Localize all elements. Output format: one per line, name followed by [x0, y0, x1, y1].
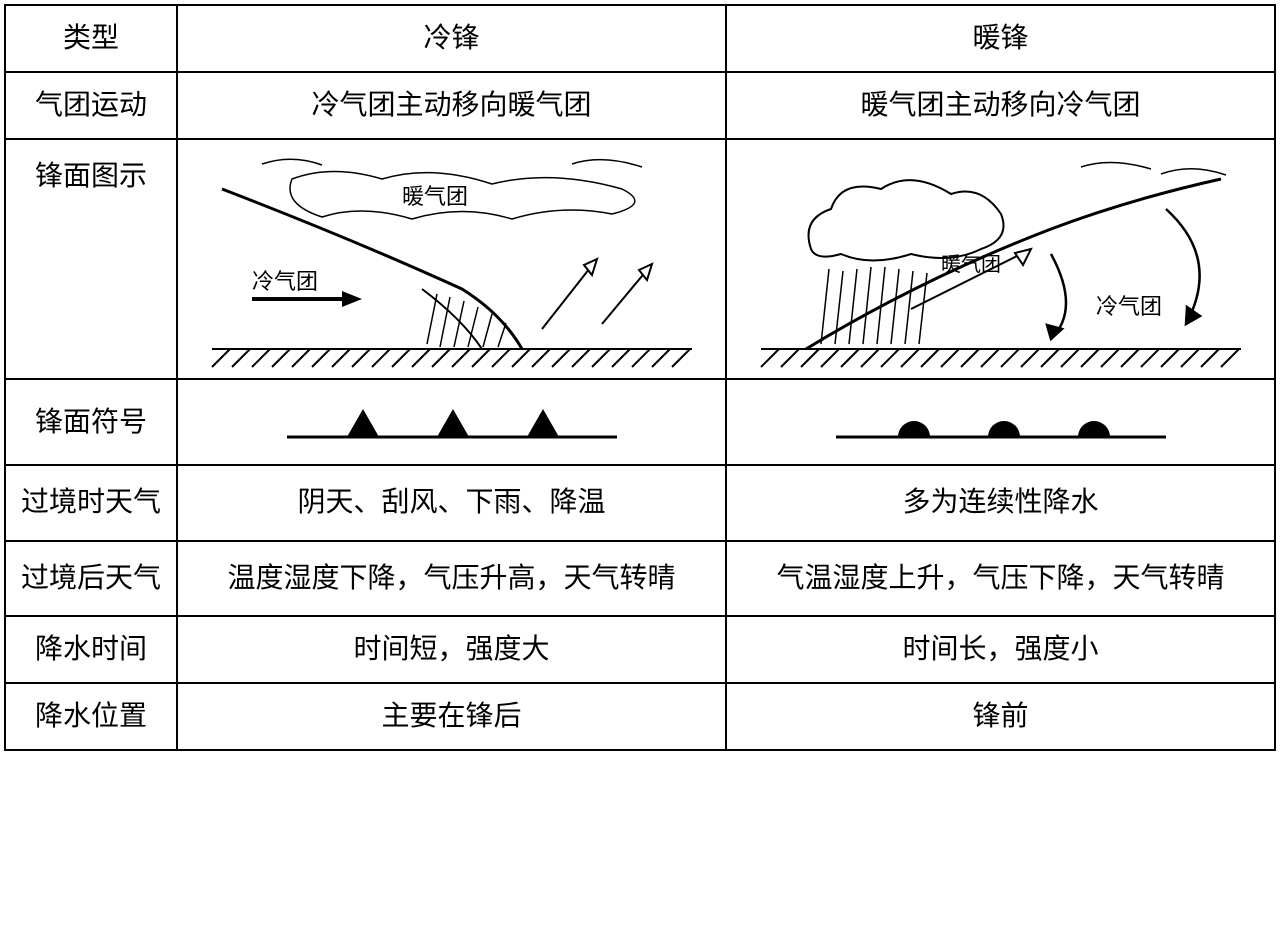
- cold-front-symbol-icon: [287, 397, 617, 447]
- table-row: 降水位置 主要在锋后 锋前: [5, 683, 1275, 750]
- cell-symbol-cold: [177, 379, 726, 465]
- row-label-preciploc: 降水位置: [5, 683, 177, 750]
- cold-front-diagram-icon: 冷气团 暖气团: [202, 149, 702, 369]
- front-comparison-table: 类型 冷锋 暖锋 气团运动 冷气团主动移向暖气团 暖气团主动移向冷气团 锋面图示: [4, 4, 1276, 751]
- cell-diagram-warm: 暖气团 冷气团: [726, 139, 1275, 379]
- header-type: 类型: [5, 5, 177, 72]
- warm-air-label: 暖气团: [941, 253, 1001, 276]
- cell-preciptime-warm: 时间长，强度小: [726, 616, 1275, 683]
- cold-air-label: 冷气团: [252, 269, 318, 294]
- table-row: 过境后天气 温度湿度下降，气压升高，天气转晴 气温湿度上升，气压下降，天气转晴: [5, 541, 1275, 616]
- table-row: 类型 冷锋 暖锋: [5, 5, 1275, 72]
- cell-during-warm: 多为连续性降水: [726, 465, 1275, 540]
- cell-after-warm: 气温湿度上升，气压下降，天气转晴: [726, 541, 1275, 616]
- row-label-airmass: 气团运动: [5, 72, 177, 139]
- table-row: 锋面图示 冷气团: [5, 139, 1275, 379]
- cell-preciploc-warm: 锋前: [726, 683, 1275, 750]
- table-row: 气团运动 冷气团主动移向暖气团 暖气团主动移向冷气团: [5, 72, 1275, 139]
- header-cold: 冷锋: [177, 5, 726, 72]
- table-row: 过境时天气 阴天、刮风、下雨、降温 多为连续性降水: [5, 465, 1275, 540]
- cell-diagram-cold: 冷气团 暖气团: [177, 139, 726, 379]
- warm-air-label: 暖气团: [402, 184, 468, 209]
- row-label-after: 过境后天气: [5, 541, 177, 616]
- table-row: 降水时间 时间短，强度大 时间长，强度小: [5, 616, 1275, 683]
- cell-airmass-cold: 冷气团主动移向暖气团: [177, 72, 726, 139]
- cell-airmass-warm: 暖气团主动移向冷气团: [726, 72, 1275, 139]
- row-label-during: 过境时天气: [5, 465, 177, 540]
- row-label-diagram: 锋面图示: [5, 139, 177, 379]
- warm-front-diagram-icon: 暖气团 冷气团: [751, 149, 1251, 369]
- cell-during-cold: 阴天、刮风、下雨、降温: [177, 465, 726, 540]
- row-label-symbol: 锋面符号: [5, 379, 177, 465]
- warm-front-symbol-icon: [836, 397, 1166, 447]
- cell-preciptime-cold: 时间短，强度大: [177, 616, 726, 683]
- cell-preciploc-cold: 主要在锋后: [177, 683, 726, 750]
- cold-air-label: 冷气团: [1096, 294, 1162, 319]
- table-row: 锋面符号: [5, 379, 1275, 465]
- cell-symbol-warm: [726, 379, 1275, 465]
- row-label-preciptime: 降水时间: [5, 616, 177, 683]
- cell-after-cold: 温度湿度下降，气压升高，天气转晴: [177, 541, 726, 616]
- header-warm: 暖锋: [726, 5, 1275, 72]
